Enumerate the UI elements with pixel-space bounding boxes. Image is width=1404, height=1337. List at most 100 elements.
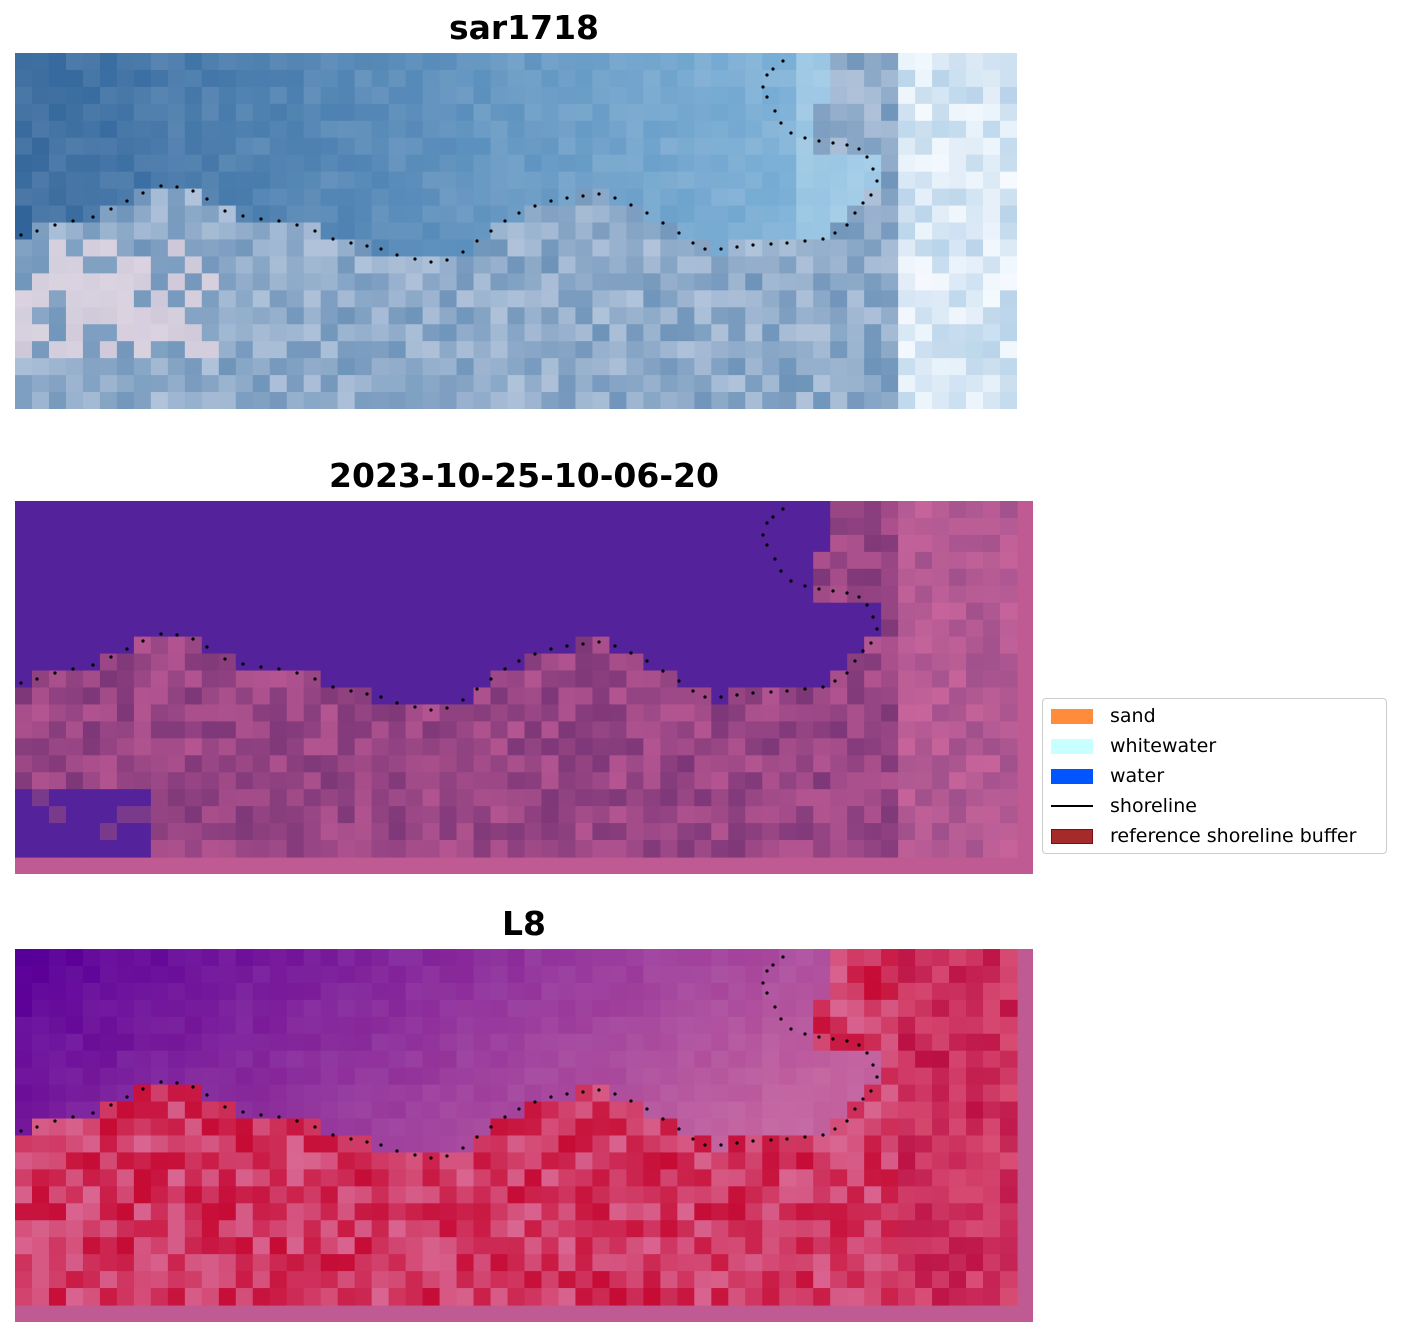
image-pixel bbox=[184, 120, 203, 139]
image-pixel bbox=[303, 341, 322, 359]
shoreline-point bbox=[735, 693, 739, 697]
index-image bbox=[15, 949, 1018, 1306]
image-pixel bbox=[694, 501, 712, 519]
image-pixel bbox=[643, 1033, 661, 1052]
image-pixel bbox=[592, 1135, 610, 1154]
image-pixel bbox=[388, 239, 407, 258]
image-pixel bbox=[881, 585, 899, 604]
image-pixel bbox=[490, 602, 509, 621]
shoreline-point bbox=[771, 67, 775, 71]
image-pixel bbox=[320, 375, 339, 393]
image-pixel bbox=[99, 392, 118, 409]
image-pixel bbox=[167, 806, 186, 824]
image-pixel bbox=[745, 806, 763, 824]
image-pixel bbox=[575, 273, 594, 291]
image-pixel bbox=[473, 86, 492, 105]
image-pixel bbox=[201, 653, 220, 672]
image-pixel bbox=[116, 188, 135, 207]
image-pixel bbox=[422, 86, 441, 105]
image-pixel bbox=[15, 1101, 33, 1120]
image-pixel bbox=[847, 1169, 865, 1187]
image-pixel bbox=[847, 704, 865, 722]
image-pixel bbox=[677, 738, 695, 756]
image-pixel bbox=[82, 1186, 101, 1204]
image-pixel bbox=[1000, 137, 1017, 156]
image-pixel bbox=[524, 840, 543, 858]
image-pixel bbox=[779, 1135, 797, 1154]
shoreline-point bbox=[789, 579, 793, 583]
image-pixel bbox=[694, 205, 712, 224]
image-pixel bbox=[303, 704, 322, 722]
image-pixel bbox=[473, 358, 492, 376]
image-pixel bbox=[898, 1254, 916, 1272]
image-pixel bbox=[65, 1203, 84, 1221]
image-pixel bbox=[779, 1288, 797, 1306]
image-pixel bbox=[728, 1169, 746, 1187]
image-pixel bbox=[456, 86, 475, 105]
image-pixel bbox=[728, 1237, 746, 1255]
image-pixel bbox=[167, 534, 186, 553]
image-pixel bbox=[116, 171, 135, 190]
image-pixel bbox=[609, 965, 627, 984]
image-pixel bbox=[371, 585, 390, 604]
image-pixel bbox=[949, 602, 967, 621]
image-pixel bbox=[218, 1033, 237, 1052]
image-pixel bbox=[898, 222, 916, 241]
image-pixel bbox=[82, 1101, 101, 1120]
image-pixel bbox=[286, 1254, 305, 1272]
shoreline-point bbox=[629, 651, 633, 655]
image-pixel bbox=[422, 619, 441, 638]
image-pixel bbox=[609, 53, 627, 71]
image-pixel bbox=[303, 687, 322, 706]
image-pixel bbox=[1000, 1152, 1018, 1170]
image-pixel bbox=[184, 1050, 203, 1069]
image-pixel bbox=[864, 653, 882, 672]
image-pixel bbox=[507, 636, 526, 655]
image-pixel bbox=[286, 806, 305, 824]
image-pixel bbox=[847, 1203, 865, 1221]
image-pixel bbox=[422, 721, 441, 739]
image-pixel bbox=[660, 551, 678, 570]
image-pixel bbox=[1000, 205, 1017, 224]
image-pixel bbox=[422, 69, 441, 88]
image-pixel bbox=[762, 1016, 780, 1035]
image-pixel bbox=[745, 721, 763, 739]
image-pixel bbox=[167, 965, 186, 984]
image-pixel bbox=[184, 307, 203, 325]
image-pixel bbox=[541, 999, 560, 1018]
image-pixel bbox=[116, 53, 135, 71]
image-pixel bbox=[201, 1067, 220, 1086]
image-pixel bbox=[82, 1050, 101, 1069]
image-pixel bbox=[167, 840, 186, 858]
image-pixel bbox=[354, 789, 373, 807]
image-pixel bbox=[456, 1084, 475, 1103]
image-pixel bbox=[218, 1288, 237, 1306]
shoreline-point bbox=[771, 963, 775, 967]
image-pixel bbox=[558, 86, 577, 105]
image-pixel bbox=[813, 307, 831, 325]
shoreline-point bbox=[857, 595, 861, 599]
image-pixel bbox=[48, 1033, 67, 1052]
image-pixel bbox=[133, 823, 152, 841]
image-pixel bbox=[405, 999, 424, 1018]
image-pixel bbox=[830, 840, 848, 858]
image-pixel bbox=[99, 358, 118, 376]
image-pixel bbox=[677, 86, 695, 105]
image-pixel bbox=[490, 585, 509, 604]
image-pixel bbox=[575, 1254, 594, 1272]
image-pixel bbox=[643, 704, 661, 722]
image-pixel bbox=[422, 840, 441, 858]
image-pixel bbox=[932, 1271, 950, 1289]
image-pixel bbox=[184, 358, 203, 376]
image-pixel bbox=[133, 1016, 152, 1035]
image-pixel bbox=[371, 1186, 390, 1204]
image-pixel bbox=[966, 704, 984, 722]
image-pixel bbox=[813, 534, 831, 553]
image-pixel bbox=[745, 103, 763, 122]
shoreline-point bbox=[445, 258, 449, 262]
image-pixel bbox=[813, 1118, 831, 1137]
image-pixel bbox=[31, 999, 50, 1018]
image-pixel bbox=[626, 551, 644, 570]
image-pixel bbox=[201, 375, 220, 393]
image-pixel bbox=[898, 103, 916, 122]
